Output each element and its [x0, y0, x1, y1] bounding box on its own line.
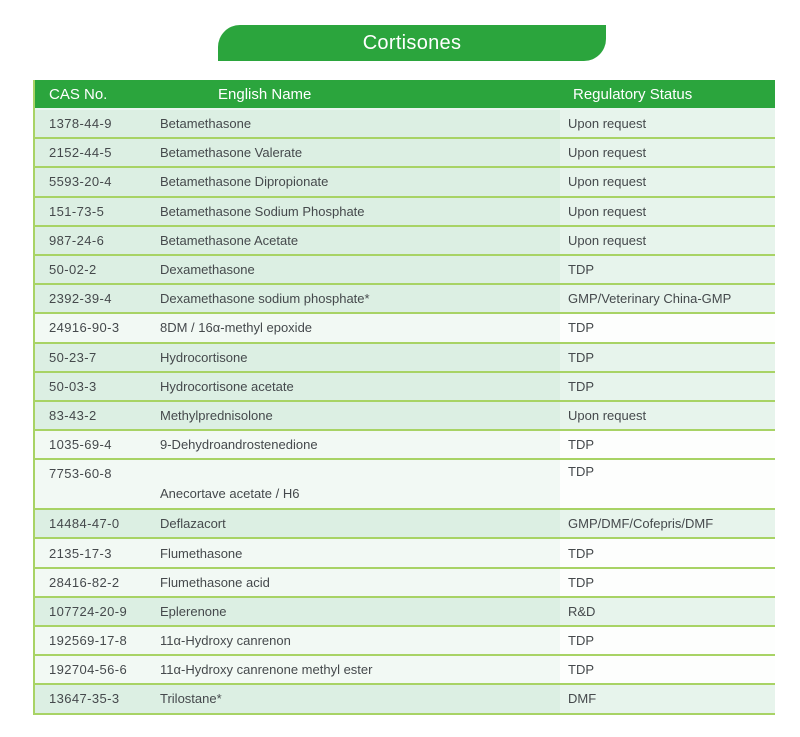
table-body: 1378-44-9 Betamethasone Upon request 215…: [35, 108, 775, 713]
regulatory-status: TDP: [560, 460, 775, 509]
table-row: 1035-69-4 9-Dehydroandrostenedione TDP: [35, 429, 775, 459]
english-name: Anecortave acetate / H6: [155, 460, 560, 509]
cas-number: 2152-44-5: [35, 139, 155, 167]
regulatory-status: R&D: [560, 597, 775, 625]
english-name: Flumethasone acid: [155, 568, 560, 596]
regulatory-status: Upon request: [560, 226, 775, 254]
cas-number: 50-02-2: [35, 255, 155, 284]
table-row: 7753-60-8 Anecortave acetate / H6 TDP: [35, 458, 775, 509]
regulatory-status: TDP: [560, 568, 775, 596]
header-regulatory-status: Regulatory Status: [573, 85, 693, 103]
table-row: 192569-17-8 11α-Hydroxy canrenon TDP: [35, 625, 775, 655]
regulatory-status: Upon request: [560, 401, 775, 430]
table-row: 50-23-7 Hydrocortisone TDP: [35, 341, 775, 371]
english-name: Betamethasone: [155, 110, 560, 138]
cas-number: 14484-47-0: [35, 510, 155, 538]
cas-number: 7753-60-8: [35, 460, 155, 509]
title-tab: Cortisones: [218, 25, 606, 61]
page-title: Cortisones: [362, 31, 462, 54]
cas-number: 1378-44-9: [35, 110, 155, 138]
english-name: Eplerenone: [155, 597, 560, 625]
regulatory-status: Upon request: [560, 197, 775, 225]
cas-number: 28416-82-2: [35, 568, 155, 596]
cas-number: 107724-20-9: [35, 597, 155, 625]
english-name: 9-Dehydroandrostenedione: [155, 431, 560, 459]
table-row: 2392-39-4 Dexamethasone sodium phosphate…: [35, 283, 775, 313]
english-name: Betamethasone Sodium Phosphate: [155, 197, 560, 225]
table-row: 151-73-5 Betamethasone Sodium Phosphate …: [35, 195, 775, 225]
regulatory-status: GMP/Veterinary China-GMP: [560, 285, 775, 313]
table-row: 2135-17-3 Flumethasone TDP: [35, 537, 775, 567]
table-row: 987-24-6 Betamethasone Acetate Upon requ…: [35, 224, 775, 254]
cas-number: 192569-17-8: [35, 627, 155, 655]
english-name: Methylprednisolone: [155, 401, 560, 430]
english-name: Betamethasone Acetate: [155, 226, 560, 254]
regulatory-status: TDP: [560, 627, 775, 655]
table-row: 2152-44-5 Betamethasone Valerate Upon re…: [35, 137, 775, 167]
table-row: 5593-20-4 Betamethasone Dipropionate Upo…: [35, 166, 775, 196]
header-cas-no: CAS No.: [49, 85, 108, 103]
table-row: 50-02-2 Dexamethasone TDP: [35, 253, 775, 284]
english-name: Betamethasone Dipropionate: [155, 168, 560, 196]
cas-number: 5593-20-4: [35, 168, 155, 196]
english-name: Flumethasone: [155, 539, 560, 567]
regulatory-status: TDP: [560, 343, 775, 371]
english-name: 11α-Hydroxy canrenon: [155, 627, 560, 655]
english-name: Hydrocortisone: [155, 343, 560, 371]
cas-number: 987-24-6: [35, 226, 155, 254]
english-name: Hydrocortisone acetate: [155, 372, 560, 400]
regulatory-status: TDP: [560, 255, 775, 284]
regulatory-status: Upon request: [560, 110, 775, 138]
regulatory-status: Upon request: [560, 139, 775, 167]
table-row: 192704-56-6 11α-Hydroxy canrenone methyl…: [35, 654, 775, 684]
table-row: 14484-47-0 Deflazacort GMP/DMF/Cofepris/…: [35, 508, 775, 538]
regulatory-status: GMP/DMF/Cofepris/DMF: [560, 510, 775, 538]
table-row: 83-43-2 Methylprednisolone Upon request: [35, 399, 775, 430]
english-name: Dexamethasone sodium phosphate*: [155, 285, 560, 313]
regulatory-status: TDP: [560, 539, 775, 567]
english-name: Betamethasone Valerate: [155, 139, 560, 167]
regulatory-status: TDP: [560, 431, 775, 459]
table-row: 28416-82-2 Flumethasone acid TDP: [35, 566, 775, 596]
regulatory-status: TDP: [560, 372, 775, 400]
table-row: 107724-20-9 Eplerenone R&D: [35, 595, 775, 625]
cas-number: 151-73-5: [35, 197, 155, 225]
table-row: 24916-90-3 8DM / 16α-methyl epoxide TDP: [35, 312, 775, 342]
cortisones-table: CAS No. English Name Regulatory Status 1…: [33, 80, 775, 715]
table-row: 50-03-3 Hydrocortisone acetate TDP: [35, 370, 775, 400]
table-header-row: CAS No. English Name Regulatory Status: [35, 80, 775, 108]
regulatory-status: TDP: [560, 656, 775, 684]
regulatory-status: Upon request: [560, 168, 775, 196]
table-row: 1378-44-9 Betamethasone Upon request: [35, 108, 775, 138]
english-name: Dexamethasone: [155, 255, 560, 284]
cas-number: 13647-35-3: [35, 685, 155, 713]
cas-number: 192704-56-6: [35, 656, 155, 684]
header-english-name: English Name: [218, 85, 312, 103]
cas-number: 2135-17-3: [35, 539, 155, 567]
table-row: 13647-35-3 Trilostane* DMF: [35, 683, 775, 713]
cas-number: 50-23-7: [35, 343, 155, 371]
regulatory-status: TDP: [560, 314, 775, 342]
regulatory-status: DMF: [560, 685, 775, 713]
english-name: 11α-Hydroxy canrenone methyl ester: [155, 656, 560, 684]
cas-number: 2392-39-4: [35, 285, 155, 313]
cas-number: 24916-90-3: [35, 314, 155, 342]
english-name: Deflazacort: [155, 510, 560, 538]
cas-number: 1035-69-4: [35, 431, 155, 459]
cas-number: 50-03-3: [35, 372, 155, 400]
english-name: Trilostane*: [155, 685, 560, 713]
cas-number: 83-43-2: [35, 401, 155, 430]
english-name: 8DM / 16α-methyl epoxide: [155, 314, 560, 342]
